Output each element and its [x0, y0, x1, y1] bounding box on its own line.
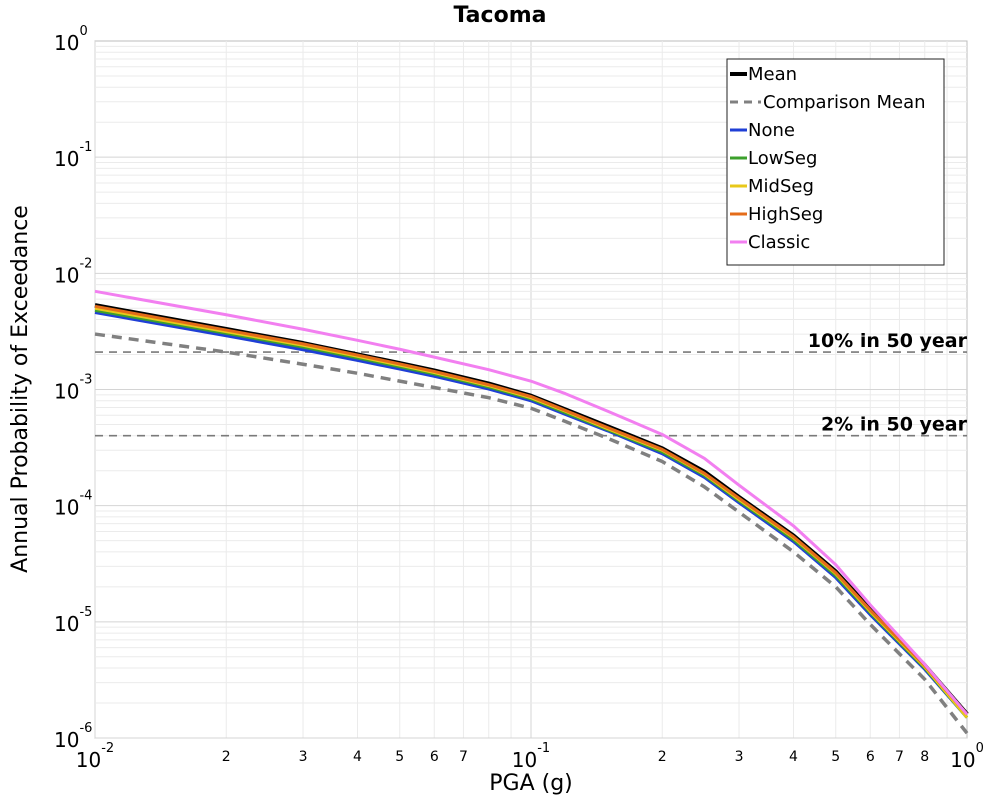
reference-line-label: 10% in 50 year: [808, 330, 968, 352]
y-tick-base: 10: [54, 147, 79, 171]
x-minor-tick-label: 6: [430, 749, 439, 765]
series-lines: [94, 289, 969, 735]
legend-box: [726, 58, 945, 266]
y-major-tick-label: 100: [54, 24, 88, 55]
x-minor-tick-label: 3: [299, 749, 308, 765]
y-tick-exponent: -1: [79, 140, 92, 155]
x-minor-tick-label: 7: [895, 749, 904, 765]
y-major-tick-label: 10-5: [54, 605, 92, 636]
y-major-tick-label: 10-2: [54, 256, 92, 287]
legend: Mean Comparison Mean None LowSeg MidSeg HighS…: [726, 58, 945, 266]
x-minor-tick-label: 4: [789, 749, 798, 765]
y-tick-exponent: -2: [79, 256, 92, 271]
y-tick-exponent: -3: [79, 373, 92, 388]
y-major-tick-label: 10-4: [54, 489, 92, 520]
x-minor-tick-label: 5: [395, 749, 404, 765]
x-tick-exponent: -1: [537, 741, 550, 756]
x-minor-tick-label: 2: [658, 749, 667, 765]
legend-label: Mean: [748, 64, 797, 85]
x-minor-tick-label: 7: [459, 749, 468, 765]
legend-label: Comparison Mean: [763, 92, 926, 113]
y-major-tick-label: 10-6: [54, 721, 92, 752]
y-tick-base: 10: [54, 380, 79, 404]
x-minor-tick-label: 3: [735, 749, 744, 765]
series-line: [94, 332, 969, 735]
y-tick-base: 10: [54, 263, 79, 287]
legend-label: LowSeg: [748, 148, 817, 169]
x-minor-tick-label: 6: [866, 749, 875, 765]
x-tick-base: 10: [950, 748, 975, 772]
x-minor-tick-label: 4: [353, 749, 362, 765]
y-tick-exponent: -4: [79, 489, 92, 504]
y-tick-exponent: -6: [79, 721, 92, 736]
y-major-tick-label: 10-1: [54, 140, 92, 171]
y-tick-base: 10: [54, 31, 79, 55]
reference-lines: 10% in 50 year 2% in 50 year: [95, 330, 968, 437]
x-tick-exponent: -2: [101, 741, 114, 756]
x-minor-tick-label: 2: [222, 749, 231, 765]
x-major-tick-label: 10-1: [512, 741, 550, 772]
x-minor-tick-label: 8: [920, 749, 929, 765]
y-tick-base: 10: [54, 496, 79, 520]
legend-label: HighSeg: [748, 204, 823, 225]
series-line: [94, 304, 969, 716]
chart-title: Tacoma: [454, 3, 547, 28]
y-axis-label: Annual Probability of Exceedance: [8, 205, 33, 573]
y-tick-base: 10: [54, 612, 79, 636]
legend-label: Classic: [748, 232, 810, 253]
x-tick-exponent: 0: [976, 741, 984, 756]
y-major-tick-label: 10-3: [54, 373, 92, 404]
y-tick-exponent: 0: [79, 24, 87, 39]
legend-label: None: [748, 120, 795, 141]
x-major-tick-label: 100: [950, 741, 984, 772]
x-major-tick-label: 10-2: [76, 741, 114, 772]
x-minor-tick-label: 5: [831, 749, 840, 765]
reference-line-label: 2% in 50 year: [821, 414, 968, 436]
x-tick-base: 10: [76, 748, 101, 772]
y-tick-exponent: -5: [79, 605, 92, 620]
y-tick-base: 10: [54, 728, 79, 752]
legend-label: MidSeg: [748, 176, 814, 197]
x-axis-label: PGA (g): [489, 771, 573, 796]
series-line: [94, 289, 969, 716]
x-tick-base: 10: [512, 748, 537, 772]
